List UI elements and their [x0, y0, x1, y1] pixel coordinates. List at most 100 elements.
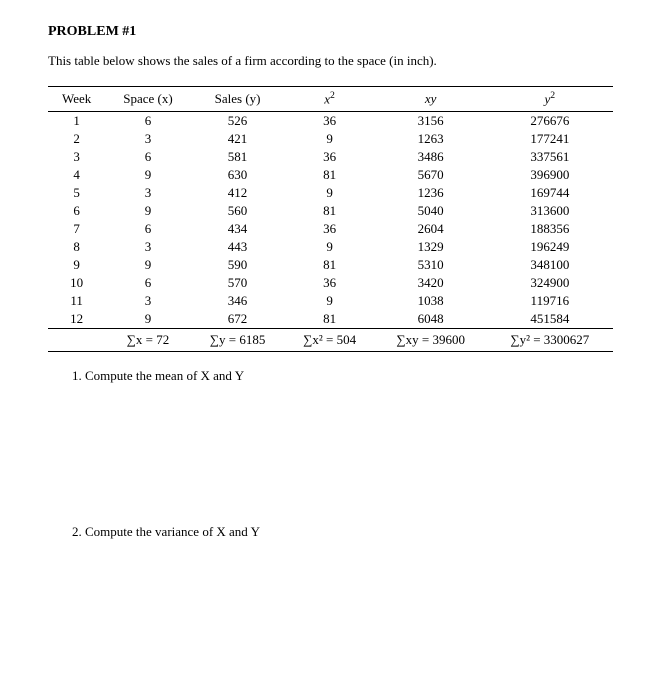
sum-cell: ∑y² = 3300627: [487, 328, 613, 351]
table-cell: 3: [105, 184, 190, 202]
table-row: 106570363420324900: [48, 274, 613, 292]
table-body: 1652636315627667623421912631772413658136…: [48, 111, 613, 351]
table-cell: 5310: [375, 256, 487, 274]
table-cell: 9: [105, 166, 190, 184]
table-row: 99590815310348100: [48, 256, 613, 274]
table-cell: 1263: [375, 130, 487, 148]
table-row: 2342191263177241: [48, 130, 613, 148]
table-row: 129672816048451584: [48, 310, 613, 329]
table-cell: 36: [284, 220, 374, 238]
question-2: 2. Compute the variance of X and Y: [72, 524, 613, 540]
table-cell: 9: [284, 184, 374, 202]
table-cell: 7: [48, 220, 105, 238]
table-cell: 36: [284, 111, 374, 130]
table-cell: 3: [105, 292, 190, 310]
table-cell: 119716: [487, 292, 613, 310]
table-cell: 36: [284, 274, 374, 292]
table-cell: 6048: [375, 310, 487, 329]
table-cell: 434: [191, 220, 285, 238]
table-cell: 348100: [487, 256, 613, 274]
table-cell: 6: [105, 148, 190, 166]
table-cell: 3: [105, 130, 190, 148]
table-cell: 3156: [375, 111, 487, 130]
table-cell: 3486: [375, 148, 487, 166]
table-cell: 1236: [375, 184, 487, 202]
table-cell: 9: [105, 256, 190, 274]
col-space: Space (x): [105, 87, 190, 111]
sum-cell: ∑y = 6185: [191, 328, 285, 351]
table-cell: 526: [191, 111, 285, 130]
table-cell: 81: [284, 202, 374, 220]
table-cell: 36: [284, 148, 374, 166]
table-row: 69560815040313600: [48, 202, 613, 220]
table-cell: 421: [191, 130, 285, 148]
table-cell: 196249: [487, 238, 613, 256]
table-row: 49630815670396900: [48, 166, 613, 184]
table-cell: 630: [191, 166, 285, 184]
table-cell: 590: [191, 256, 285, 274]
problem-title: PROBLEM #1: [48, 24, 613, 40]
table-cell: 412: [191, 184, 285, 202]
table-row: 76434362604188356: [48, 220, 613, 238]
table-cell: 337561: [487, 148, 613, 166]
table-cell: 570: [191, 274, 285, 292]
table-cell: 6: [105, 220, 190, 238]
col-xy: xy: [375, 87, 487, 111]
col-week: Week: [48, 87, 105, 111]
table-cell: 9: [284, 130, 374, 148]
table-cell: 3420: [375, 274, 487, 292]
table-cell: 2: [48, 130, 105, 148]
table-cell: 1038: [375, 292, 487, 310]
table-cell: 3: [105, 238, 190, 256]
table-cell: 443: [191, 238, 285, 256]
table-cell: 9: [284, 238, 374, 256]
table-cell: 177241: [487, 130, 613, 148]
sums-row: ∑x = 72∑y = 6185∑x² = 504∑xy = 39600∑y² …: [48, 328, 613, 351]
table-cell: 8: [48, 238, 105, 256]
table-cell: 9: [48, 256, 105, 274]
table-row: 16526363156276676: [48, 111, 613, 130]
table-cell: 9: [105, 310, 190, 329]
table-row: 11334691038119716: [48, 292, 613, 310]
table-row: 36581363486337561: [48, 148, 613, 166]
table-cell: 346: [191, 292, 285, 310]
table-cell: 581: [191, 148, 285, 166]
table-cell: 396900: [487, 166, 613, 184]
table-cell: 560: [191, 202, 285, 220]
table-cell: 6: [48, 202, 105, 220]
table-cell: 313600: [487, 202, 613, 220]
col-y2: y2: [487, 87, 613, 111]
table-cell: 81: [284, 166, 374, 184]
table-cell: 11: [48, 292, 105, 310]
table-cell: 5670: [375, 166, 487, 184]
table-cell: 5040: [375, 202, 487, 220]
col-sales: Sales (y): [191, 87, 285, 111]
table-cell: 9: [284, 292, 374, 310]
table-cell: 6: [105, 274, 190, 292]
table-cell: 1329: [375, 238, 487, 256]
data-table-container: Week Space (x) Sales (y) x2 xy y2 165263…: [48, 86, 613, 351]
table-cell: 9: [105, 202, 190, 220]
question-1: 1. Compute the mean of X and Y: [72, 368, 613, 384]
col-x2: x2: [284, 87, 374, 111]
table-cell: 672: [191, 310, 285, 329]
table-row: 8344391329196249: [48, 238, 613, 256]
sum-cell: ∑x = 72: [105, 328, 190, 351]
table-cell: 169744: [487, 184, 613, 202]
sum-cell: ∑xy = 39600: [375, 328, 487, 351]
table-cell: 81: [284, 310, 374, 329]
table-cell: 6: [105, 111, 190, 130]
problem-description: This table below shows the sales of a fi…: [48, 52, 613, 70]
table-row: 5341291236169744: [48, 184, 613, 202]
sum-cell-empty: [48, 328, 105, 351]
table-cell: 324900: [487, 274, 613, 292]
table-header-row: Week Space (x) Sales (y) x2 xy y2: [48, 87, 613, 111]
data-table: Week Space (x) Sales (y) x2 xy y2 165263…: [48, 86, 613, 351]
table-cell: 10: [48, 274, 105, 292]
table-cell: 3: [48, 148, 105, 166]
table-cell: 4: [48, 166, 105, 184]
table-cell: 5: [48, 184, 105, 202]
table-cell: 188356: [487, 220, 613, 238]
table-cell: 2604: [375, 220, 487, 238]
table-cell: 12: [48, 310, 105, 329]
